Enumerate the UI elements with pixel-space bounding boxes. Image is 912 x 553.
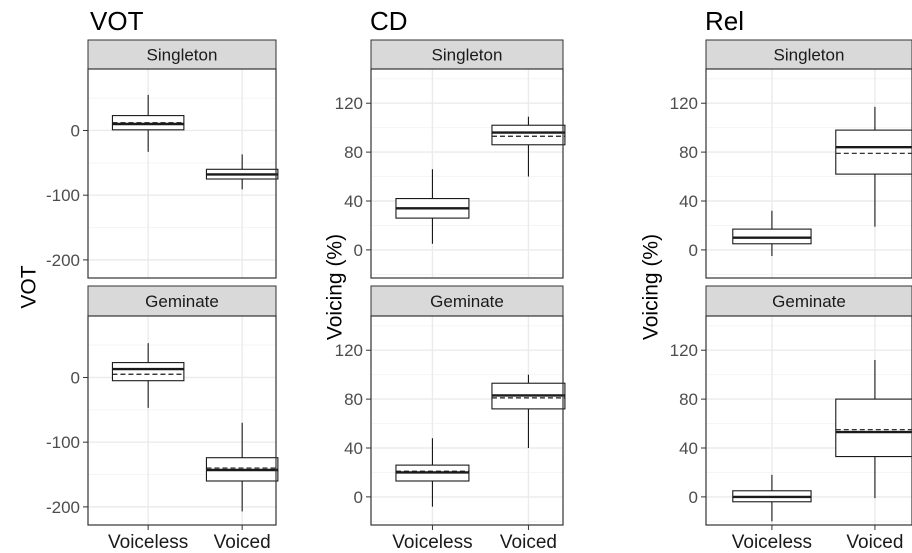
y-tick-label-0-0-0: 0	[71, 121, 80, 140]
y-tick-label-1-0-0: 0	[354, 241, 363, 260]
y-tick-label-0-0-1: -100	[46, 186, 80, 205]
y-tick-label-1-0-1: 40	[344, 192, 363, 211]
x-tick-label-2-1: Voiced	[846, 532, 903, 553]
panel-border-2-0	[705, 68, 912, 279]
facet-strip-label-1-1: Geminate	[430, 292, 504, 311]
box-0-1-0	[111, 343, 185, 408]
box-iqr	[732, 228, 812, 245]
panel-border-1-0	[370, 68, 564, 279]
y-axis-label-2: Voicing (%)	[640, 234, 663, 340]
y-axis-label-0: VOT	[18, 265, 41, 308]
facet-strip-2-0	[705, 39, 912, 70]
panel-background-0-1	[88, 316, 276, 525]
x-tick-label-0-1: Voiced	[214, 532, 271, 553]
box-1-1-0	[395, 438, 470, 507]
facet-strip-2-1	[705, 285, 912, 317]
box-0-0-0	[111, 94, 185, 152]
box-0-0-1	[205, 154, 279, 190]
box-2-1-0	[732, 474, 812, 522]
y-tick-label-1-1-3: 120	[335, 341, 363, 360]
y-tick-label-0-1-2: -200	[46, 498, 80, 517]
facet-strip-1-0	[370, 39, 564, 70]
chart-title-1: CD	[370, 6, 408, 36]
x-tick-label-2-0: Voiceless	[732, 532, 812, 553]
panel-border-1-1	[370, 315, 564, 526]
panel-border-0-1	[87, 315, 277, 526]
y-tick-label-0-1-0: 0	[71, 368, 80, 387]
box-0-1-1	[205, 422, 279, 512]
y-tick-label-1-1-1: 40	[344, 439, 363, 458]
box-iqr	[835, 129, 912, 175]
y-tick-label-0-1-1: -100	[46, 433, 80, 452]
panel-background-1-0	[371, 69, 563, 278]
box-1-0-0	[395, 169, 470, 244]
facet-strip-label-2-1: Geminate	[772, 292, 846, 311]
y-axis-label-1: Voicing (%)	[324, 234, 347, 340]
facet-strip-label-1-0: Singleton	[432, 46, 503, 65]
box-2-0-1	[835, 106, 912, 227]
y-tick-label-2-1-3: 120	[670, 341, 698, 360]
x-tick-label-0-0: Voiceless	[108, 532, 188, 553]
y-tick-label-0-0-2: -200	[46, 251, 80, 270]
y-tick-label-2-0-2: 80	[679, 143, 698, 162]
facet-strip-1-1	[370, 285, 564, 317]
facet-strip-label-2-0: Singleton	[774, 46, 845, 65]
x-tick-label-1-0: Voiceless	[392, 532, 472, 553]
facet-strip-label-0-1: Geminate	[145, 292, 219, 311]
box-1-1-1	[491, 374, 566, 448]
panel-border-0-0	[87, 68, 277, 279]
box-iqr	[835, 398, 912, 458]
chart-title-2: Rel	[705, 6, 744, 36]
y-tick-label-2-0-3: 120	[670, 94, 698, 113]
facet-strip-label-0-0: Singleton	[147, 46, 218, 65]
x-tick-label-1-1: Voiced	[500, 532, 557, 553]
box-iqr	[491, 124, 566, 146]
box-1-0-1	[491, 116, 566, 177]
y-tick-label-2-1-2: 80	[679, 390, 698, 409]
y-tick-label-1-0-3: 120	[335, 94, 363, 113]
box-2-0-0	[732, 210, 812, 256]
y-tick-label-2-0-0: 0	[689, 241, 698, 260]
y-tick-label-1-1-0: 0	[354, 488, 363, 507]
panel-border-2-1	[705, 315, 912, 526]
y-tick-label-2-1-1: 40	[679, 439, 698, 458]
facet-strip-0-0	[87, 39, 277, 70]
y-tick-label-2-1-0: 0	[689, 488, 698, 507]
y-tick-label-2-0-1: 40	[679, 192, 698, 211]
chart-title-0: VOT	[90, 6, 144, 36]
y-tick-label-1-0-2: 80	[344, 143, 363, 162]
y-tick-label-1-1-2: 80	[344, 390, 363, 409]
panel-background-1-1	[371, 316, 563, 525]
box-iqr	[111, 362, 185, 382]
box-2-1-1	[835, 360, 912, 499]
